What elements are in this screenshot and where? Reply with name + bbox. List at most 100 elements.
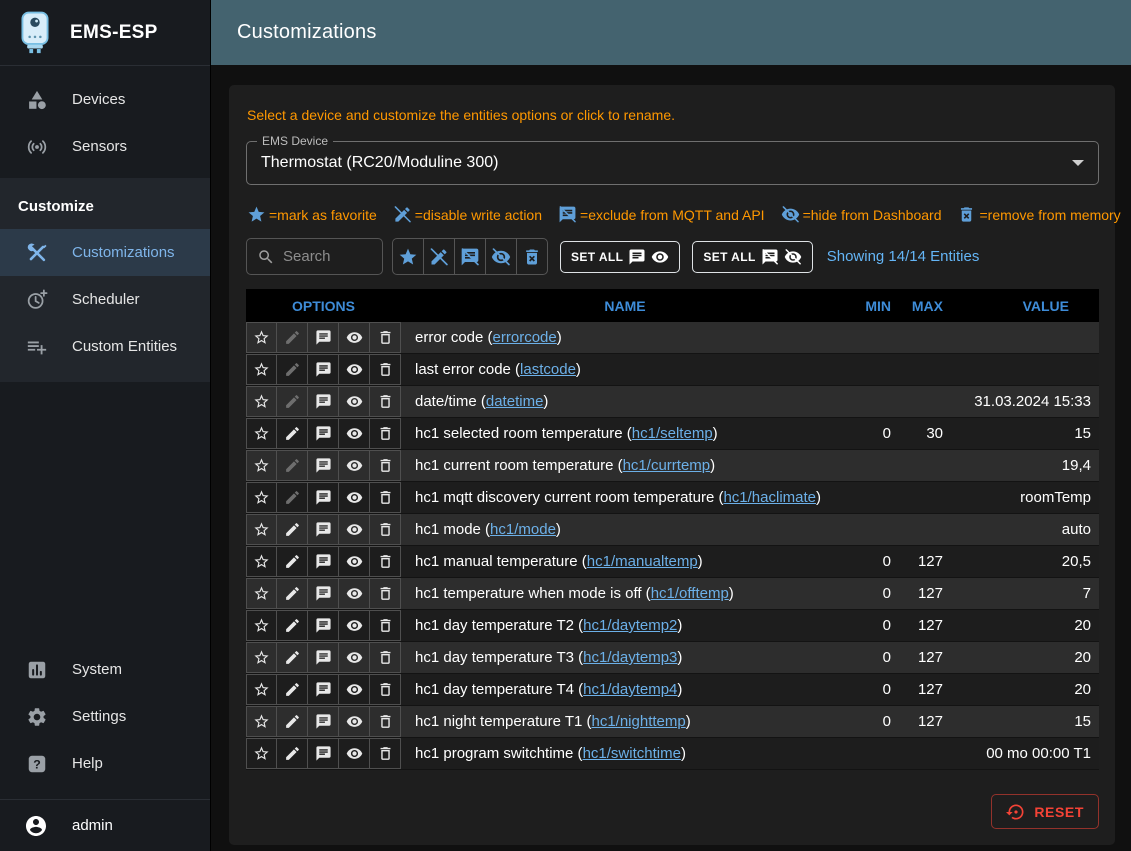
exclude-mqtt-button[interactable] [307,450,339,481]
filter-exclude-mqtt-button[interactable] [454,238,486,275]
sidebar-item-settings[interactable]: Settings [0,693,210,740]
hide-dashboard-button[interactable] [338,322,370,353]
ems-device-select[interactable]: EMS Device Thermostat (RC20/Moduline 300… [246,134,1099,185]
edit-button[interactable] [276,418,308,449]
entity-link[interactable]: hc1/daytemp2 [583,617,678,634]
favorite-star-button[interactable] [246,610,277,641]
exclude-mqtt-button[interactable] [307,610,339,641]
favorite-star-button[interactable] [246,386,277,417]
remove-memory-button[interactable] [369,546,401,577]
favorite-star-button[interactable] [246,354,277,385]
hide-dashboard-button[interactable] [338,578,370,609]
exclude-mqtt-button[interactable] [307,418,339,449]
hide-dashboard-button[interactable] [338,418,370,449]
edit-button[interactable] [276,738,308,769]
set-all-hide-button[interactable]: SET ALL [692,240,813,273]
filter-favorite-button[interactable] [392,238,424,275]
remove-memory-button[interactable] [369,642,401,673]
remove-memory-button[interactable] [369,354,401,385]
remove-memory-button[interactable] [369,450,401,481]
exclude-mqtt-button[interactable] [307,482,339,513]
remove-memory-button[interactable] [369,738,401,769]
exclude-mqtt-button[interactable] [307,514,339,545]
hide-dashboard-button[interactable] [338,450,370,481]
favorite-star-button[interactable] [246,514,277,545]
search-input[interactable] [283,248,372,265]
remove-memory-button[interactable] [369,706,401,737]
exclude-mqtt-button[interactable] [307,578,339,609]
filter-remove-memory-button[interactable] [516,238,548,275]
set-all-show-button[interactable]: SET ALL [560,240,681,273]
legend-remove-memory: =remove from memory [957,205,1121,224]
favorite-star-button[interactable] [246,450,277,481]
filter-hide-dashboard-button[interactable] [485,238,517,275]
edit-button[interactable] [276,674,308,705]
remove-memory-button[interactable] [369,482,401,513]
sidebar-user[interactable]: admin [0,799,210,851]
exclude-mqtt-button[interactable] [307,642,339,673]
edit-button[interactable] [276,706,308,737]
edit-icon [284,649,301,666]
hide-dashboard-button[interactable] [338,482,370,513]
favorite-star-button[interactable] [246,642,277,673]
exclude-mqtt-button[interactable] [307,738,339,769]
exclude-mqtt-button[interactable] [307,322,339,353]
edit-button[interactable] [276,514,308,545]
hide-dashboard-button[interactable] [338,738,370,769]
remove-memory-button[interactable] [369,674,401,705]
sidebar-item-help[interactable]: Help [0,740,210,787]
hide-dashboard-button[interactable] [338,610,370,641]
sidebar-item-system[interactable]: System [0,646,210,693]
entity-link[interactable]: lastcode [520,361,576,378]
entity-link[interactable]: hc1/currtemp [622,457,711,474]
exclude-mqtt-button[interactable] [307,546,339,577]
sidebar-item-sensors[interactable]: Sensors [0,123,210,170]
remove-memory-button[interactable] [369,386,401,417]
exclude-mqtt-button[interactable] [307,386,339,417]
hide-dashboard-button[interactable] [338,514,370,545]
entity-link[interactable]: hc1/offtemp [650,585,729,602]
edit-button[interactable] [276,610,308,641]
favorite-star-button[interactable] [246,322,277,353]
favorite-star-button[interactable] [246,578,277,609]
favorite-star-button[interactable] [246,674,277,705]
hide-dashboard-button[interactable] [338,354,370,385]
entity-link[interactable]: hc1/manualtemp [586,553,698,570]
sidebar-item-scheduler[interactable]: Scheduler [0,276,210,323]
entity-link[interactable]: hc1/daytemp3 [583,649,678,666]
filter-disable-write-button[interactable] [423,238,455,275]
entity-link[interactable]: hc1/switchtime [582,745,681,762]
hide-dashboard-button[interactable] [338,706,370,737]
entity-link[interactable]: hc1/mode [490,521,556,538]
hide-dashboard-button[interactable] [338,386,370,417]
remove-memory-button[interactable] [369,578,401,609]
entity-link[interactable]: hc1/haclimate [723,489,817,506]
edit-button[interactable] [276,642,308,673]
entity-link[interactable]: hc1/seltemp [631,425,713,442]
entity-link[interactable]: hc1/nighttemp [591,713,686,730]
remove-memory-button[interactable] [369,322,401,353]
hide-dashboard-button[interactable] [338,642,370,673]
remove-memory-button[interactable] [369,418,401,449]
exclude-mqtt-button[interactable] [307,706,339,737]
favorite-star-button[interactable] [246,738,277,769]
favorite-star-button[interactable] [246,546,277,577]
favorite-star-button[interactable] [246,418,277,449]
edit-button[interactable] [276,546,308,577]
edit-button[interactable] [276,578,308,609]
reset-button[interactable]: RESET [991,794,1099,829]
hide-dashboard-button[interactable] [338,546,370,577]
exclude-mqtt-button[interactable] [307,674,339,705]
hide-dashboard-button[interactable] [338,674,370,705]
sidebar-item-custom-entities[interactable]: Custom Entities [0,323,210,370]
entity-link[interactable]: hc1/daytemp4 [583,681,678,698]
remove-memory-button[interactable] [369,514,401,545]
favorite-star-button[interactable] [246,706,277,737]
sidebar-item-devices[interactable]: Devices [0,76,210,123]
remove-memory-button[interactable] [369,610,401,641]
entity-link[interactable]: errorcode [492,329,557,346]
entity-link[interactable]: datetime [485,393,544,410]
sidebar-item-customizations[interactable]: Customizations [0,229,210,276]
favorite-star-button[interactable] [246,482,277,513]
exclude-mqtt-button[interactable] [307,354,339,385]
